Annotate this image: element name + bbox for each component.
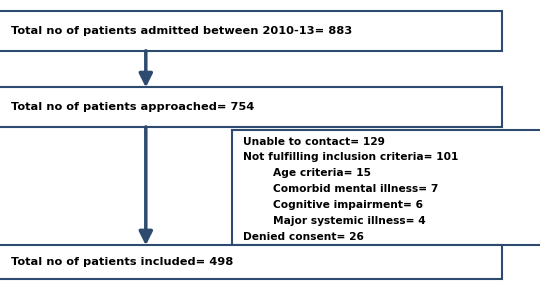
FancyBboxPatch shape — [0, 87, 502, 127]
FancyBboxPatch shape — [0, 245, 502, 279]
Text: Total no of patients included= 498: Total no of patients included= 498 — [11, 257, 233, 267]
Text: Major systemic illness= 4: Major systemic illness= 4 — [243, 216, 426, 226]
Text: Total no of patients approached= 754: Total no of patients approached= 754 — [11, 102, 254, 112]
Text: Total no of patients admitted between 2010-13= 883: Total no of patients admitted between 20… — [11, 26, 352, 36]
Text: Comorbid mental illness= 7: Comorbid mental illness= 7 — [243, 184, 438, 194]
Text: Cognitive impairment= 6: Cognitive impairment= 6 — [243, 200, 423, 210]
Text: Unable to contact= 129: Unable to contact= 129 — [243, 136, 385, 147]
Text: Not fulfilling inclusion criteria= 101: Not fulfilling inclusion criteria= 101 — [243, 153, 458, 162]
Text: Age criteria= 15: Age criteria= 15 — [243, 168, 371, 178]
FancyBboxPatch shape — [0, 11, 502, 51]
Text: Denied consent= 26: Denied consent= 26 — [243, 232, 364, 242]
FancyBboxPatch shape — [232, 130, 540, 245]
